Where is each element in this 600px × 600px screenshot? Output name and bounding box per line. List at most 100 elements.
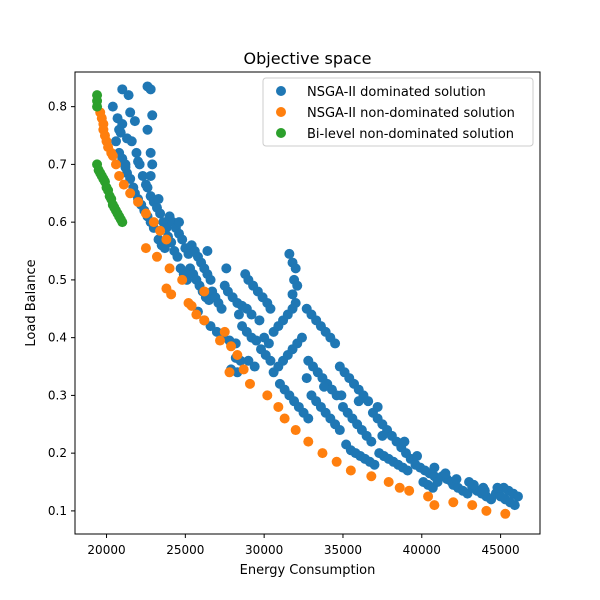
data-point-series-1 bbox=[215, 335, 226, 346]
x-axis-ticks: 20000 25000 30000 35000 40000 45000 bbox=[87, 534, 520, 557]
data-point-series-0 bbox=[117, 118, 128, 129]
data-point-series-0 bbox=[110, 136, 121, 147]
data-point-series-0 bbox=[451, 474, 462, 485]
data-point-series-0 bbox=[145, 84, 156, 95]
data-point-series-1 bbox=[232, 349, 243, 360]
data-point-series-0 bbox=[129, 116, 140, 127]
data-point-series-0 bbox=[202, 246, 213, 257]
data-point-series-0 bbox=[303, 413, 314, 424]
data-point-series-0 bbox=[153, 194, 164, 205]
data-point-series-0 bbox=[133, 156, 144, 167]
data-point-series-1 bbox=[303, 436, 314, 447]
data-point-series-0 bbox=[172, 251, 183, 262]
data-point-series-0 bbox=[155, 208, 166, 219]
x-tick-label: 40000 bbox=[403, 543, 441, 557]
data-point-series-0 bbox=[290, 298, 301, 308]
legend-marker-bilevel bbox=[276, 128, 286, 138]
plot-area bbox=[74, 71, 541, 535]
data-point-series-0 bbox=[509, 500, 520, 511]
data-point-series-0 bbox=[120, 162, 131, 173]
y-tick-label: 0.5 bbox=[48, 273, 67, 287]
data-point-series-1 bbox=[404, 485, 415, 496]
data-point-series-0 bbox=[131, 147, 142, 158]
data-point-series-0 bbox=[125, 107, 136, 118]
data-point-series-1 bbox=[244, 378, 255, 389]
data-point-series-1 bbox=[155, 225, 166, 236]
data-point-series-1 bbox=[114, 170, 125, 181]
legend: NSGA-II dominated solution NSGA-II non-d… bbox=[262, 77, 534, 147]
data-point-series-0 bbox=[159, 243, 170, 254]
data-point-series-0 bbox=[177, 234, 188, 245]
y-axis-ticks: 0.1 0.2 0.3 0.4 0.5 0.6 0.7 0.8 bbox=[48, 100, 75, 518]
y-tick-label: 0.1 bbox=[48, 504, 67, 518]
data-point-series-1 bbox=[467, 500, 478, 511]
data-point-series-1 bbox=[448, 497, 459, 508]
x-tick-label: 35000 bbox=[324, 543, 362, 557]
data-point-series-0 bbox=[372, 401, 383, 412]
legend-box bbox=[262, 77, 534, 147]
data-point-series-0 bbox=[492, 482, 503, 493]
y-tick-label: 0.3 bbox=[48, 388, 67, 402]
data-point-series-1 bbox=[500, 508, 511, 519]
data-point-series-0 bbox=[174, 217, 185, 228]
data-point-series-2 bbox=[92, 101, 103, 112]
data-point-series-1 bbox=[140, 243, 151, 254]
data-point-series-1 bbox=[219, 326, 230, 337]
data-point-series-0 bbox=[336, 390, 347, 401]
data-point-series-0 bbox=[246, 309, 257, 320]
data-point-series-0 bbox=[125, 173, 136, 184]
data-point-series-1 bbox=[273, 401, 284, 412]
data-point-series-1 bbox=[110, 159, 121, 170]
data-point-series-1 bbox=[279, 413, 290, 424]
data-point-series-1 bbox=[224, 367, 235, 378]
data-point-series-0 bbox=[479, 485, 490, 496]
x-axis-label: Energy Consumption bbox=[240, 563, 376, 578]
data-point-series-0 bbox=[211, 326, 222, 337]
data-point-series-0 bbox=[117, 84, 128, 95]
data-point-series-0 bbox=[334, 425, 345, 436]
data-point-series-0 bbox=[147, 159, 158, 170]
data-point-series-0 bbox=[369, 459, 380, 470]
data-point-series-1 bbox=[161, 234, 172, 245]
y-tick-label: 0.4 bbox=[48, 331, 67, 345]
data-point-series-1 bbox=[262, 390, 273, 401]
data-point-series-0 bbox=[287, 289, 298, 300]
data-point-series-1 bbox=[383, 477, 394, 488]
data-point-series-0 bbox=[301, 373, 312, 384]
data-point-series-0 bbox=[142, 124, 153, 135]
data-point-series-0 bbox=[145, 147, 156, 158]
data-point-series-1 bbox=[133, 196, 144, 207]
data-point-series-0 bbox=[251, 335, 262, 346]
data-point-series-0 bbox=[205, 274, 216, 285]
data-point-series-0 bbox=[115, 127, 126, 138]
data-point-series-0 bbox=[363, 396, 374, 407]
data-point-series-0 bbox=[290, 263, 301, 274]
data-point-series-1 bbox=[164, 263, 175, 274]
data-point-series-0 bbox=[402, 465, 413, 476]
data-point-series-1 bbox=[481, 505, 492, 516]
data-point-series-2 bbox=[117, 217, 128, 228]
y-tick-label: 0.8 bbox=[48, 100, 67, 114]
data-point-series-1 bbox=[107, 150, 118, 161]
data-point-series-0 bbox=[145, 170, 156, 181]
data-point-series-0 bbox=[107, 101, 118, 112]
data-point-series-1 bbox=[394, 482, 405, 493]
data-point-series-0 bbox=[142, 182, 153, 193]
data-point-series-1 bbox=[429, 500, 440, 511]
x-tick-label: 45000 bbox=[481, 543, 519, 557]
data-point-series-0 bbox=[243, 355, 254, 366]
data-point-series-0 bbox=[205, 321, 216, 332]
chart-title: Objective space bbox=[244, 49, 372, 68]
data-point-series-0 bbox=[292, 280, 303, 291]
data-point-series-0 bbox=[254, 315, 265, 326]
data-point-series-0 bbox=[464, 477, 475, 488]
axes-frame bbox=[74, 71, 541, 535]
data-point-series-1 bbox=[186, 300, 197, 311]
x-tick-label: 25000 bbox=[166, 543, 204, 557]
data-point-series-0 bbox=[233, 309, 244, 320]
data-point-series-1 bbox=[238, 364, 249, 375]
data-point-series-1 bbox=[317, 448, 328, 459]
data-point-series-0 bbox=[399, 436, 410, 447]
data-point-series-1 bbox=[118, 179, 129, 190]
